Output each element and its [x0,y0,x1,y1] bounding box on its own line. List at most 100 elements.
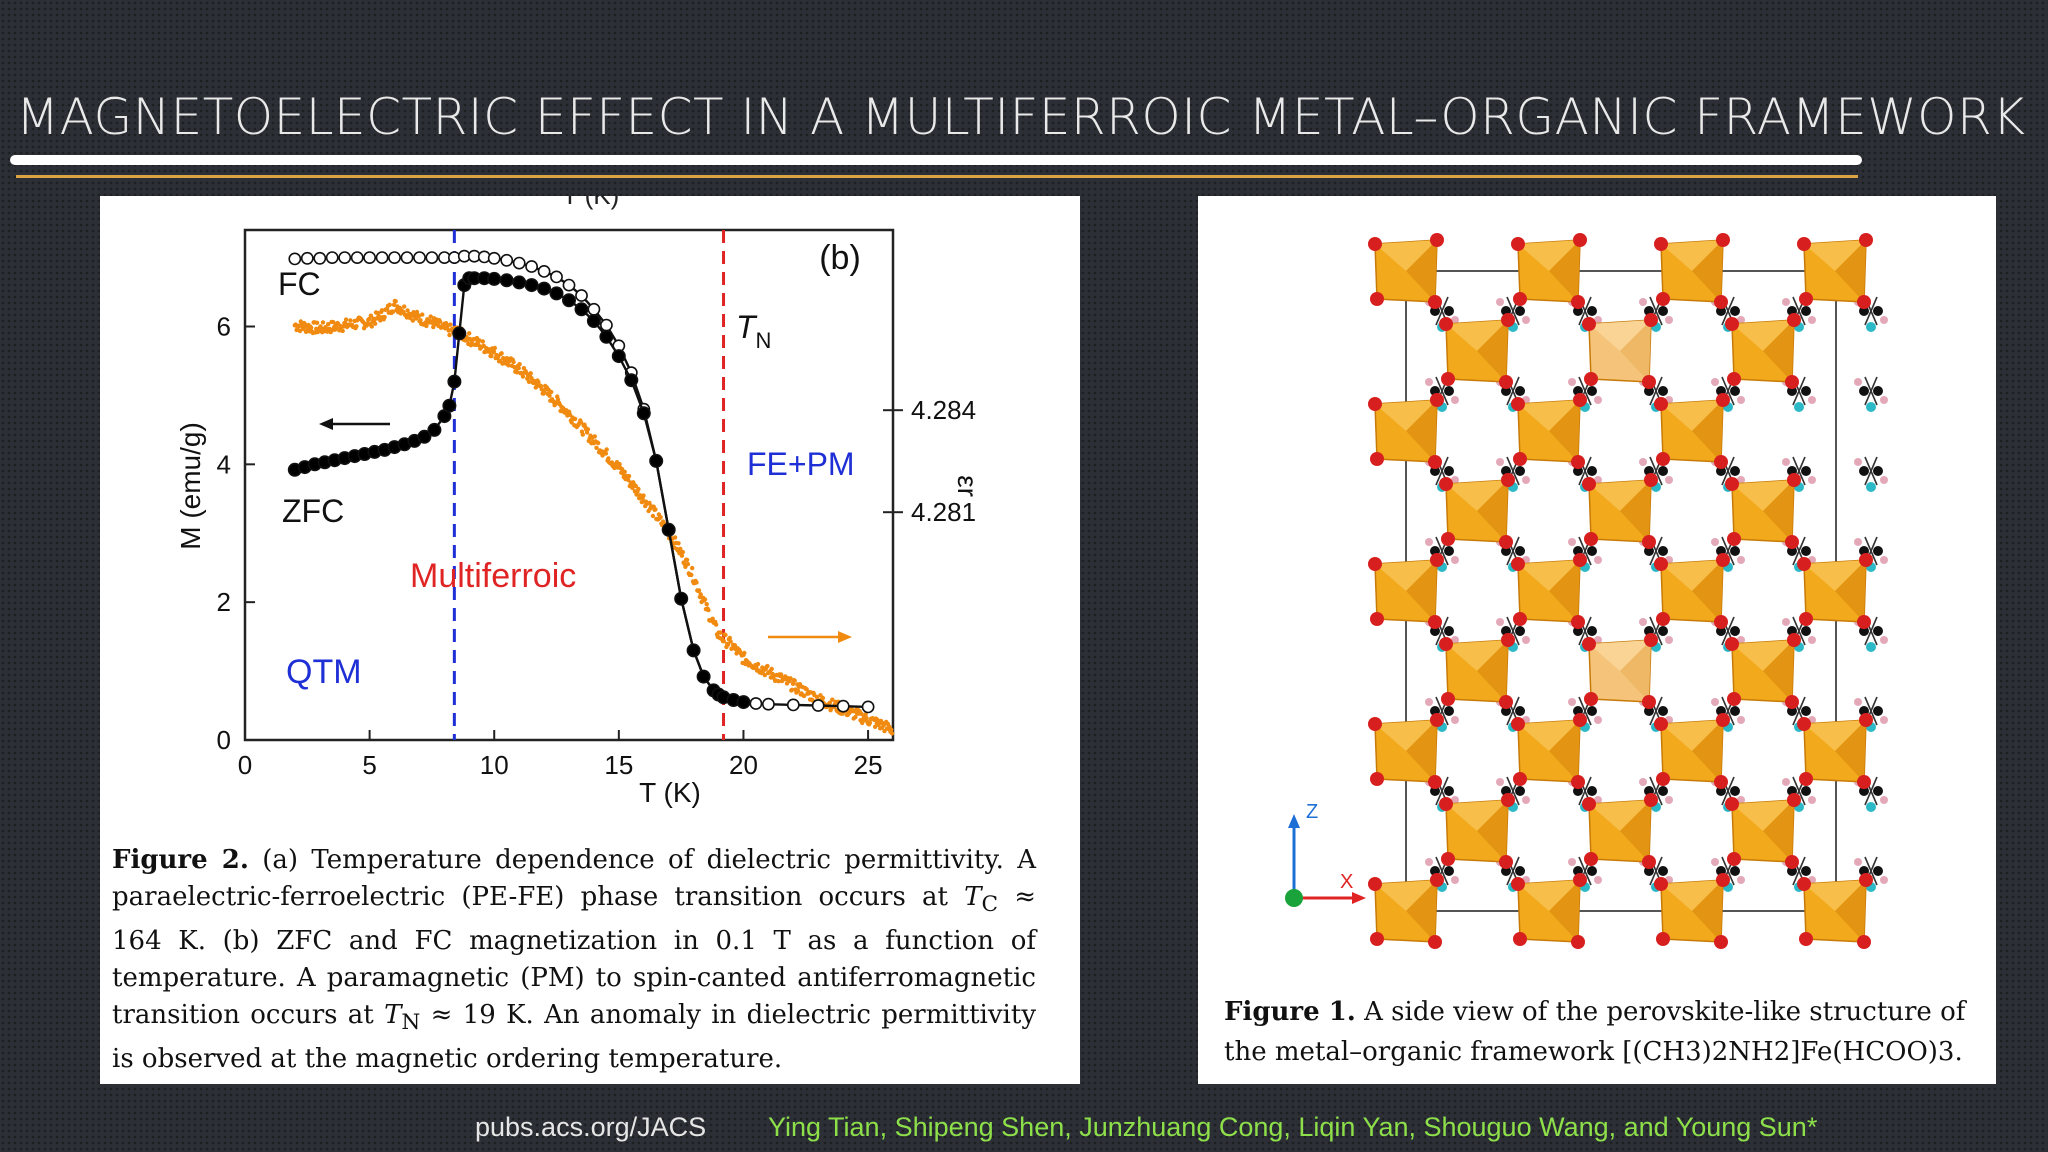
zfc-point [574,302,589,317]
permittivity-point [792,678,797,683]
zfc-point [524,278,539,293]
fe-octahedron [1654,873,1730,949]
fc-label: FC [278,266,321,302]
permittivity-point [405,308,410,313]
permittivity-point [318,324,323,329]
permittivity-point [776,679,781,684]
fc-point [413,251,426,264]
permittivity-point [875,717,880,723]
formate-linker [1854,696,1888,732]
tn-symbol: T [384,1000,402,1031]
axis-ticks: 0 5 10 15 20 25 0 2 4 6 4.281 4.284 [217,311,977,780]
permittivity-point [778,672,784,677]
formate-linker [1425,536,1459,572]
permittivity-point [538,383,544,389]
x-tick-label: 15 [604,750,633,780]
fe-octahedron [1654,233,1730,309]
permittivity-point [827,700,832,705]
plot-frame [243,228,895,742]
permittivity-point [755,661,761,667]
y-tick-label: 6 [217,311,231,341]
zfc-point [586,314,601,329]
zfc-series [287,271,751,710]
permittivity-point [804,687,809,692]
fe-octahedron [1797,873,1873,949]
fe-octahedron [1439,313,1515,389]
permittivity-point [334,325,339,330]
permittivity-point [320,320,326,325]
permittivity-point [684,557,690,563]
footer-journal-link[interactable]: pubs.acs.org/JACS [475,1112,707,1142]
fc-point [388,251,401,264]
permittivity-point [596,440,601,446]
permittivity-point [742,650,747,656]
permittivity-point [499,351,504,356]
permittivity-point [734,651,739,656]
permittivity-point [727,635,732,641]
permittivity-point [418,318,423,323]
permittivity-point [416,314,421,319]
zfc-point [661,522,676,537]
permittivity-point [814,694,820,700]
permittivity-point [301,326,306,332]
permittivity-point [704,602,709,607]
permittivity-point [340,328,345,334]
fe-octahedron [1511,873,1587,949]
fe-octahedron [1511,713,1587,789]
y-tick-label: 0 [217,725,231,755]
y-axis-label: M (emu/g) [175,422,206,550]
permittivity-point [497,358,503,363]
permittivity-point [713,622,719,627]
tn-subscript: N [401,1010,421,1036]
permittivity-point [710,616,715,621]
permittivity-point [676,541,681,546]
permittivity-point [690,565,695,571]
fc-point [288,252,302,266]
fe-octahedron [1368,873,1444,949]
permittivity-point [622,469,627,474]
y-tick-label: 4 [217,449,231,479]
permittivity-point [492,345,497,351]
x-axis-label: T (K) [639,777,701,808]
fc-point [599,318,613,332]
formate-linker [1854,456,1888,492]
permittivity-point [308,325,314,330]
permittivity-point [650,513,656,519]
fc-point [575,289,588,302]
fc-point [300,251,314,265]
fe-octahedron [1582,313,1658,389]
permittivity-point [569,420,574,425]
formate-linker [1711,856,1745,892]
figure2-caption-label: Figure 2. [112,845,249,875]
x-tick-label: 10 [480,750,509,780]
permittivity-point [382,314,387,320]
permittivity-point [378,318,383,323]
permittivity-point [889,727,894,732]
permittivity-point [391,302,397,307]
permittivity-point [801,693,807,699]
crystal-structure-image: Z X [1285,233,1888,949]
permittivity-point [592,434,597,439]
left-axis-arrow [319,418,390,430]
fc-point [550,270,563,284]
fc-point [512,256,526,270]
permittivity-point [367,316,372,322]
zfc-point [599,329,614,344]
permittivity-point [572,416,578,422]
fc-point [587,302,601,316]
figure2-panel: T (K) 0 5 10 15 20 25 0 2 4 6 4.281 4.284 T (K) M (… [100,196,1080,1084]
series-line [294,277,744,704]
fc-point [786,698,800,712]
data-series [287,249,895,736]
permittivity-point [617,462,622,467]
tc-symbol: T [964,882,982,912]
permittivity-point [536,380,541,385]
panel-label: (b) [819,239,861,277]
permittivity-point [702,597,708,602]
permittivity-point [769,666,774,672]
permittivity-point [603,451,609,456]
permittivity-point [487,349,492,355]
zfc-point [674,591,689,606]
y2-tick-label: 4.281 [911,497,976,527]
multiferroic-label: Multiferroic [410,557,576,595]
